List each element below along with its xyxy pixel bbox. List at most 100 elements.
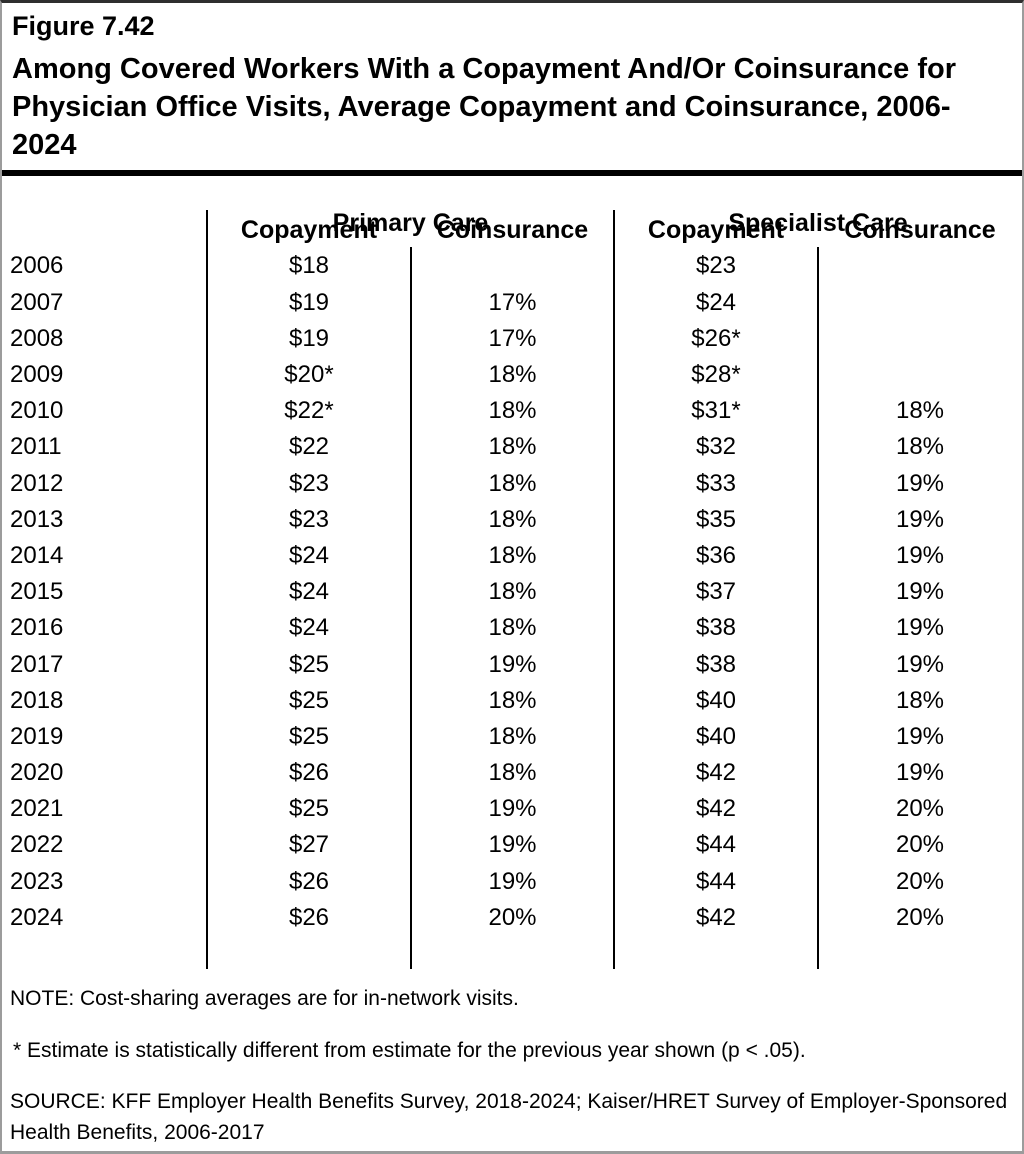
primary-copayment-cell: $23	[288, 505, 330, 533]
year-cell: 2020	[10, 759, 64, 787]
primary-coinsurance-cell: 20%	[488, 903, 537, 931]
specialist-coinsurance-cell: 19%	[895, 469, 945, 497]
note-text: NOTE: Cost-sharing averages are for in-n…	[10, 987, 519, 1010]
primary-copayment-cell: $25	[288, 722, 330, 750]
year-cell: 2014	[10, 541, 64, 569]
specialist-copayment-cell: $35	[695, 505, 737, 533]
primary-coinsurance-cell: 18%	[488, 759, 537, 787]
primary-coinsurance-cell: 18%	[488, 722, 537, 750]
primary-copayment-cell: $24	[288, 578, 330, 606]
figure-header: Figure 7.42 Among Covered Workers With a…	[2, 3, 1022, 170]
year-cell: 2015	[10, 578, 64, 606]
year-cell: 2017	[10, 650, 64, 678]
year-cell: 2011	[10, 433, 62, 461]
specialist-copayment-cell: $42	[695, 759, 737, 787]
primary-copayment-cell: $24	[288, 541, 330, 569]
primary-coinsurance-cell: 19%	[488, 831, 537, 859]
primary-coinsurance-cell: 18%	[488, 686, 537, 714]
primary-copayment-cell: $25	[288, 686, 330, 714]
year-cell: 2022	[10, 831, 64, 859]
primary-copayment-cell: $19	[288, 324, 330, 352]
primary-copayment-cell: $25	[288, 650, 330, 678]
primary-copayment-cell: $23	[288, 469, 330, 497]
primary-copayment-cell: $22*	[284, 397, 334, 425]
specialist-coinsurance-cell	[818, 321, 1022, 357]
figure-title: Among Covered Workers With a Copayment A…	[12, 53, 956, 161]
year-cell: 2010	[10, 397, 64, 425]
primary-copayment-cell: $19	[288, 288, 330, 316]
specialist-coinsurance-cell: 19%	[895, 650, 945, 678]
specialist-coinsurance-cell: 18%	[895, 433, 945, 461]
specialist-copayment-cell: $37	[695, 578, 737, 606]
data-table: Primary Care Specialist Care Copayment C…	[2, 176, 1022, 969]
primary-coinsurance-cell: 18%	[488, 614, 537, 642]
year-cell: 2019	[10, 722, 64, 750]
specialist-coinsurance-cell: 20%	[895, 795, 945, 823]
primary-copayment-cell: $24	[288, 614, 330, 642]
table-vertical-line-specialist-copay-coins	[817, 247, 819, 969]
specialist-copayment-cell: $42	[695, 795, 737, 823]
specialist-coinsurance-cell: 19%	[895, 722, 945, 750]
source-text: SOURCE: KFF Employer Health Benefits Sur…	[10, 1090, 1008, 1144]
primary-coinsurance-cell: 18%	[488, 433, 537, 461]
primary-coinsurance-cell: 19%	[488, 795, 537, 823]
specialist-copayment-cell: $33	[695, 469, 737, 497]
primary-coinsurance-cell: 17%	[488, 324, 537, 352]
year-cell: 2023	[10, 867, 64, 895]
specialist-coinsurance-cell: 20%	[895, 903, 945, 931]
primary-coinsurance-cell: 17%	[488, 288, 537, 316]
primary-copayment-cell: $26	[288, 759, 330, 787]
year-cell: 2006	[10, 252, 64, 280]
specialist-copayment-cell: $42	[695, 903, 737, 931]
table-vertical-line-primary-copay-coins	[410, 247, 412, 969]
specialist-coinsurance-cell: 19%	[895, 759, 945, 787]
specialist-coinsurance-cell	[818, 357, 1022, 393]
figure-footnotes: NOTE: Cost-sharing averages are for in-n…	[2, 969, 1022, 1148]
specialist-coinsurance-cell: 19%	[895, 505, 945, 533]
year-cell: 2021	[10, 795, 64, 823]
specialist-copayment-cell: $40	[695, 722, 737, 750]
specialist-copayment-cell: $23	[695, 252, 737, 280]
specialist-copayment-cell: $36	[695, 541, 737, 569]
specialist-copayment-cell: $28*	[691, 361, 741, 389]
specialist-coinsurance-cell: 19%	[895, 541, 945, 569]
specialist-copayment-cell: $44	[695, 867, 737, 895]
specialist-coinsurance-cell	[818, 285, 1022, 321]
estimate-footnote: * Estimate is statistically different fr…	[13, 1039, 806, 1062]
specialist-coinsurance-cell: 18%	[895, 397, 945, 425]
year-cell: 2016	[10, 614, 64, 642]
primary-coinsurance-cell: 19%	[488, 867, 537, 895]
year-cell: 2013	[10, 505, 64, 533]
specialist-copayment-cell: $38	[695, 650, 737, 678]
primary-coinsurance-cell: 18%	[488, 469, 537, 497]
figure-label: Figure 7.42	[12, 11, 155, 41]
year-cell: 2024	[10, 903, 64, 931]
year-cell: 2012	[10, 469, 64, 497]
primary-copayment-cell: $26	[288, 903, 330, 931]
primary-coinsurance-cell: 18%	[488, 505, 537, 533]
sub-header-specialist-coinsurance: Coinsurance	[844, 216, 996, 245]
sub-header-primary-copayment: Copayment	[240, 216, 378, 245]
primary-copayment-cell: $25	[288, 795, 330, 823]
specialist-coinsurance-cell: 18%	[895, 686, 945, 714]
sub-header-specialist-copayment: Copayment	[647, 216, 785, 245]
specialist-copayment-cell: $40	[695, 686, 737, 714]
primary-coinsurance-cell: 19%	[488, 650, 537, 678]
primary-copayment-cell: $22	[288, 433, 330, 461]
specialist-copayment-cell: $44	[695, 831, 737, 859]
specialist-coinsurance-cell: 19%	[895, 578, 945, 606]
primary-copayment-cell: $20*	[284, 361, 334, 389]
table-vertical-line-year-primary	[206, 210, 208, 969]
sub-header-spacer	[2, 212, 207, 249]
year-cell: 2007	[10, 288, 64, 316]
specialist-coinsurance-cell	[818, 248, 1022, 284]
specialist-coinsurance-cell: 20%	[895, 867, 945, 895]
specialist-copayment-cell: $26*	[691, 324, 741, 352]
primary-coinsurance-cell	[411, 248, 614, 284]
table-vertical-line-primary-specialist	[613, 210, 615, 969]
year-cell: 2009	[10, 361, 64, 389]
specialist-coinsurance-cell: 19%	[895, 614, 945, 642]
primary-coinsurance-cell: 18%	[488, 541, 537, 569]
primary-copayment-cell: $18	[288, 252, 330, 280]
